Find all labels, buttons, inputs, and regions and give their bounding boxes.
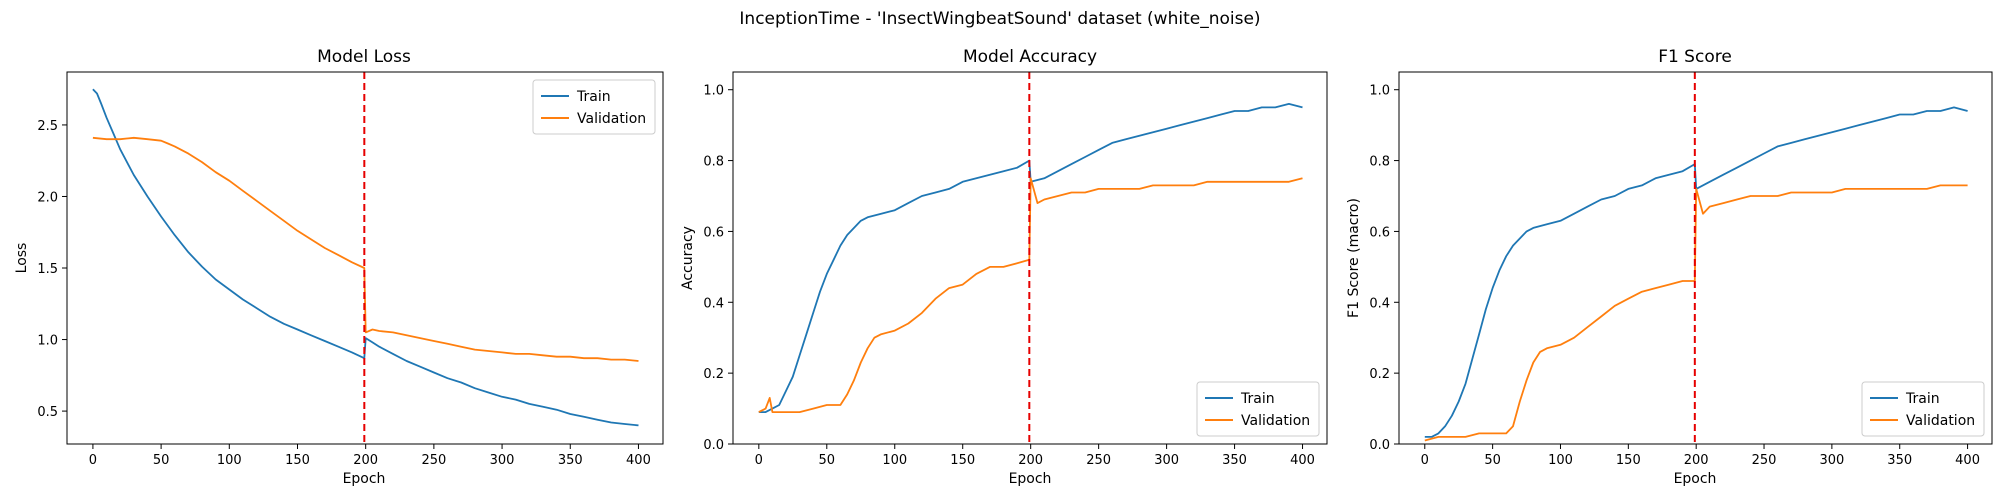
panel-title-loss: Model Loss [317, 47, 411, 67]
plot-area-loss: 0 50 100 150 200 250 300 350 400 0.5 1.0 1.5 2.0 2.5 T… [37, 71, 664, 468]
series-line-train-accuracy [758, 103, 1303, 413]
y-axis-label-f1: F1 Score (macro) [1346, 198, 1362, 318]
x-tick-label: 200 [1684, 453, 1709, 468]
plot-area-f1: 0 50 100 150 200 250 300 350 400 0.0 0.2 0.4 0.6 0.8 1… [1369, 71, 1993, 468]
x-tick-label: 150 [950, 453, 975, 468]
legend-box [1861, 381, 1985, 437]
y-tick-label: 0.4 [1369, 296, 1390, 311]
y-tick-label: 0.5 [37, 405, 58, 420]
x-tick-label: 250 [1086, 453, 1111, 468]
x-tick-label: 250 [1752, 453, 1777, 468]
legend-label-train: Train [1240, 391, 1275, 407]
x-tick-label: 400 [1290, 453, 1315, 468]
x-tick-label: 200 [1018, 453, 1043, 468]
x-tick-label: 0 [1421, 453, 1429, 468]
x-tick-label: 0 [755, 453, 763, 468]
x-tick-label: 350 [558, 453, 583, 468]
y-axis-label-accuracy: Accuracy [680, 226, 696, 290]
series-line-train-f1 [1424, 106, 1968, 438]
x-tick-label: 350 [1222, 453, 1247, 468]
x-axis-label-accuracy: Epoch [1009, 471, 1052, 487]
x-tick-label: 300 [1819, 453, 1844, 468]
y-tick-label: 1.0 [37, 334, 58, 349]
y-tick-label: 1.0 [703, 84, 724, 99]
legend-box [1196, 381, 1320, 437]
series-line-train-loss [92, 88, 639, 427]
legend-label-validation: Validation [577, 111, 646, 127]
y-tick-label: 0.0 [703, 438, 724, 453]
x-tick-label: 0 [89, 453, 97, 468]
x-tick-label: 300 [1154, 453, 1179, 468]
x-axis-label-loss: Epoch [343, 471, 386, 487]
x-tick-label: 100 [1548, 453, 1573, 468]
panel-title-f1: F1 Score [1658, 47, 1732, 67]
panel-title-accuracy: Model Accuracy [963, 47, 1097, 67]
legend-label-validation: Validation [1241, 413, 1310, 429]
legend-label-validation: Validation [1906, 413, 1975, 429]
x-tick-label: 250 [421, 453, 446, 468]
y-tick-label: 0.4 [703, 296, 724, 311]
plot-area-accuracy: 0 50 100 150 200 250 300 350 400 0.0 0.2 0.4 0.6 0.8 1… [703, 71, 1328, 468]
y-tick-label: 0.8 [703, 155, 724, 170]
y-axis-label-loss: Loss [14, 243, 30, 274]
axes-frame [732, 71, 1328, 445]
x-tick-label: 50 [819, 453, 836, 468]
y-tick-label: 0.0 [1369, 438, 1390, 453]
x-tick-label: 100 [882, 453, 907, 468]
x-tick-label: 50 [1484, 453, 1501, 468]
panel-model-accuracy: Model Accuracy Epoch Accuracy 0 50 100 150 2… [680, 47, 1328, 487]
series-line-validation-accuracy [758, 177, 1303, 413]
y-tick-label: 2.5 [37, 119, 58, 134]
series-line-validation-f1 [1424, 184, 1968, 442]
y-tick-label: 0.2 [703, 367, 724, 382]
axes-frame [66, 71, 664, 445]
x-tick-label: 200 [353, 453, 378, 468]
y-tick-label: 0.6 [1369, 225, 1390, 240]
y-tick-label: 1.5 [37, 262, 58, 277]
y-tick-label: 1.0 [1369, 84, 1390, 99]
x-tick-label: 400 [626, 453, 651, 468]
legend-label-train: Train [1905, 391, 1940, 407]
x-tick-label: 150 [1616, 453, 1641, 468]
figure-title: InceptionTime - 'InsectWingbeatSound' da… [739, 9, 1260, 29]
x-tick-label: 150 [285, 453, 310, 468]
series-line-validation-loss [92, 136, 639, 362]
x-tick-label: 350 [1887, 453, 1912, 468]
y-tick-label: 0.8 [1369, 155, 1390, 170]
y-tick-label: 0.2 [1369, 367, 1390, 382]
x-tick-label: 50 [153, 453, 170, 468]
axes-frame [1398, 71, 1993, 445]
legend-box [532, 79, 656, 135]
panel-f1-score: F1 Score Epoch F1 Score (macro) 0 50 100 15… [1346, 47, 1993, 487]
y-tick-label: 0.6 [703, 225, 724, 240]
x-axis-label-f1: Epoch [1674, 471, 1717, 487]
x-tick-label: 100 [217, 453, 242, 468]
y-tick-label: 2.0 [37, 190, 58, 205]
panel-model-loss: Model Loss Epoch Loss 0 50 100 150 200 250 300… [14, 47, 664, 487]
x-tick-label: 400 [1955, 453, 1980, 468]
legend-label-train: Train [576, 89, 611, 105]
x-tick-label: 300 [490, 453, 515, 468]
